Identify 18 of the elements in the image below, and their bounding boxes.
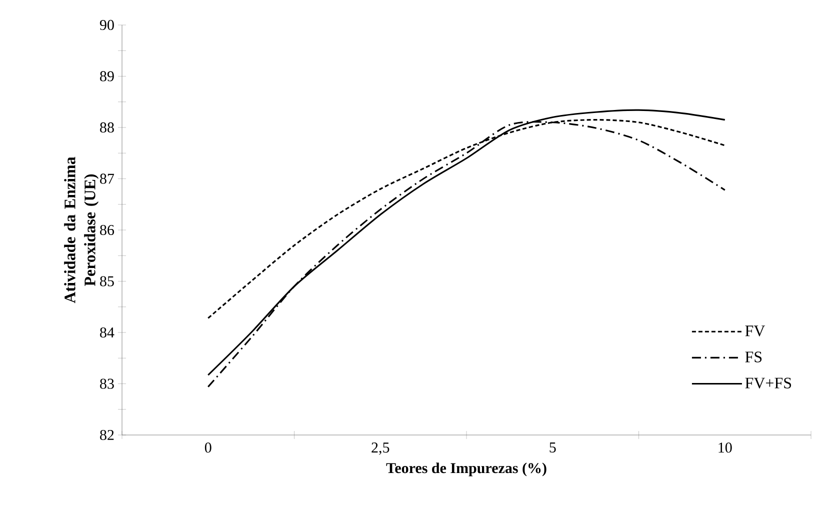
y-tick-label: 86: [100, 224, 114, 236]
y-tick-label: 85: [100, 276, 114, 286]
y-tick-label: 84: [100, 327, 114, 338]
legend-label: FV: [745, 326, 766, 336]
x-tick-label: 0: [204, 442, 212, 453]
y-tick-label: 89: [100, 71, 114, 82]
y-tick-label: 88: [100, 122, 114, 133]
y-axis-title: Atividade da Enzima Peroxidase (UE): [64, 156, 99, 304]
legend-label: FS: [745, 352, 762, 362]
x-tick-label: 10: [718, 442, 732, 453]
x-tick-label: 2,5: [372, 442, 390, 455]
y-tick-label: 90: [100, 20, 114, 30]
y-tick-label: 87: [100, 174, 114, 184]
x-tick-label: 5: [550, 442, 556, 452]
x-axis-title: Teores de Impurezas (%): [386, 462, 546, 476]
legend-label: FV+FS: [745, 378, 792, 389]
y-tick-label: 83: [100, 378, 114, 389]
y-tick-label: 82: [100, 430, 114, 440]
